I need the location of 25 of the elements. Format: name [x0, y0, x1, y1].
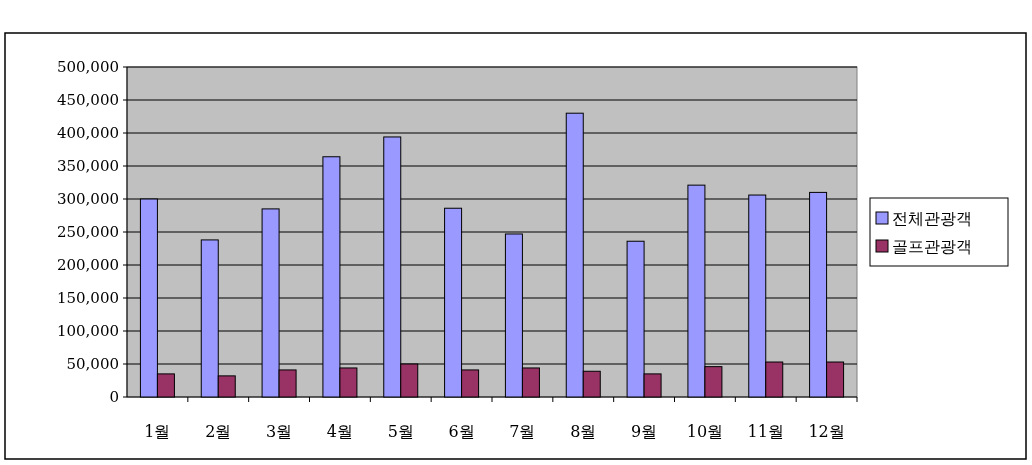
x-tick-label: 1월 [144, 422, 171, 441]
y-tick-label: 50,000 [66, 355, 119, 373]
y-tick-label: 150,000 [56, 289, 119, 307]
legend-label: 전체관광객 [892, 209, 972, 228]
x-tick-label: 10월 [686, 422, 724, 441]
x-tick-label: 4월 [326, 422, 354, 441]
y-tick-label: 300,000 [56, 190, 119, 208]
y-tick-label: 200,000 [56, 256, 119, 274]
x-tick-label: 2월 [205, 422, 232, 441]
y-tick-label: 350,000 [56, 157, 119, 175]
x-tick-label: 6월 [448, 422, 475, 441]
y-tick-label: 0 [109, 388, 119, 406]
legend-label: 골프관광객 [892, 237, 972, 256]
y-tick-label: 500,000 [56, 58, 119, 76]
x-tick-label: 9월 [630, 422, 658, 441]
x-tick-label: 8월 [570, 422, 597, 441]
y-tick-label: 250,000 [56, 223, 119, 241]
y-tick-label: 100,000 [56, 322, 119, 340]
x-tick-label: 12월 [808, 422, 845, 441]
x-tick-label: 11월 [747, 422, 784, 441]
x-tick-label: 5월 [387, 422, 414, 441]
y-tick-label: 450,000 [56, 91, 119, 109]
x-tick-label: 3월 [265, 422, 293, 441]
y-tick-label: 400,000 [56, 124, 119, 142]
x-tick-label: 7월 [509, 422, 536, 441]
